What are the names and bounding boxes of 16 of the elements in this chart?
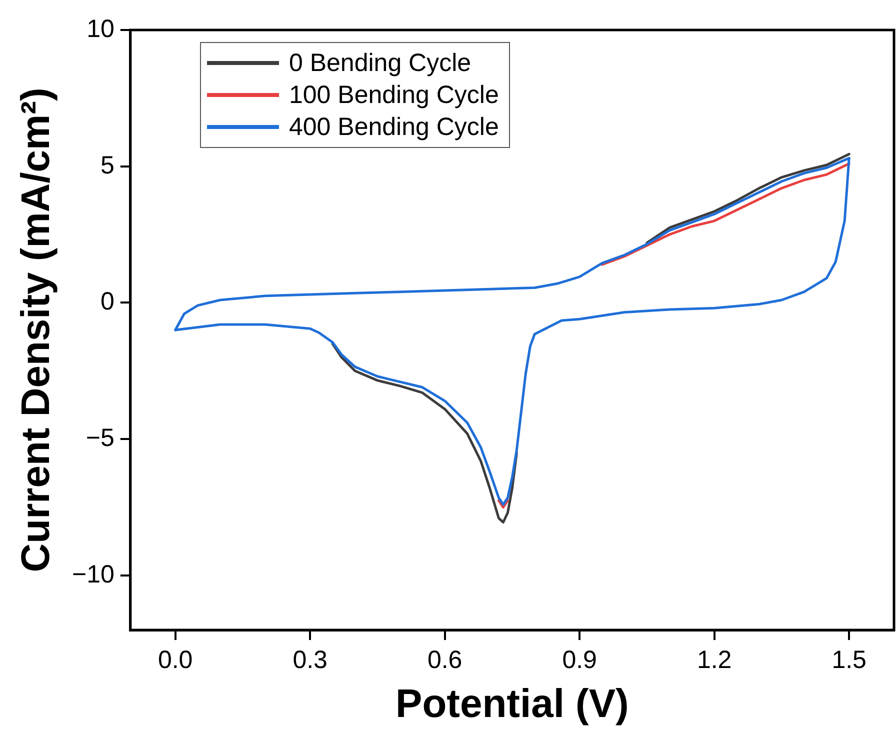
x-tick-label: 1.5 xyxy=(832,646,866,674)
y-tick-label: 10 xyxy=(86,14,114,43)
y-tick-label: 0 xyxy=(100,288,114,316)
y-tick-label: −10 xyxy=(72,560,114,588)
x-axis-title: Potential (V) xyxy=(396,682,629,726)
x-tick-label: 0.3 xyxy=(292,646,328,674)
x-tick-label: 1.2 xyxy=(696,646,732,674)
x-tick-label: 0.6 xyxy=(427,646,462,674)
y-tick-label: −5 xyxy=(86,424,114,452)
x-tick-label: 0.9 xyxy=(562,646,597,674)
y-axis-title: Current Density (mA/cm²) xyxy=(14,88,58,572)
legend-label: 0 Bending Cycle xyxy=(289,48,472,79)
y-tick-label: 5 xyxy=(100,151,114,180)
legend-label: 100 Bending Cycle xyxy=(289,80,499,111)
legend-label: 400 Bending Cycle xyxy=(289,112,499,143)
x-tick-label: 0.0 xyxy=(158,646,193,674)
